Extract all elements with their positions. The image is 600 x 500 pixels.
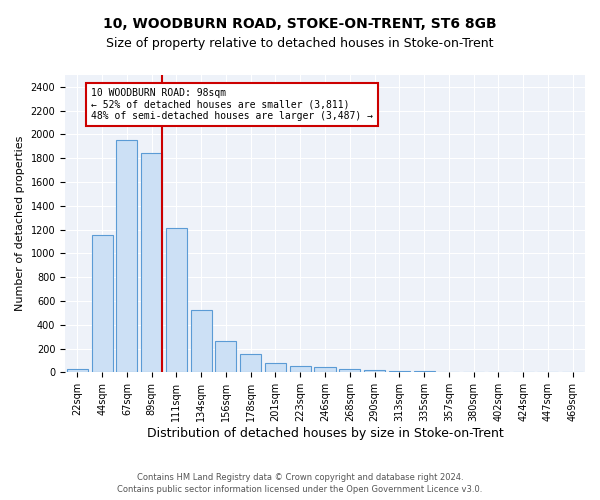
Text: Size of property relative to detached houses in Stoke-on-Trent: Size of property relative to detached ho… — [106, 38, 494, 51]
Bar — [215, 342, 236, 372]
Text: 10 WOODBURN ROAD: 98sqm
← 52% of detached houses are smaller (3,811)
48% of semi: 10 WOODBURN ROAD: 98sqm ← 52% of detache… — [91, 88, 373, 122]
Text: Contains public sector information licensed under the Open Government Licence v3: Contains public sector information licen… — [118, 485, 482, 494]
Text: 10, WOODBURN ROAD, STOKE-ON-TRENT, ST6 8GB: 10, WOODBURN ROAD, STOKE-ON-TRENT, ST6 8… — [103, 18, 497, 32]
Text: Contains HM Land Registry data © Crown copyright and database right 2024.: Contains HM Land Registry data © Crown c… — [137, 472, 463, 482]
Bar — [92, 235, 113, 372]
Bar — [290, 366, 311, 372]
Bar — [339, 370, 360, 372]
Bar — [141, 154, 162, 372]
Y-axis label: Number of detached properties: Number of detached properties — [15, 136, 25, 312]
Bar — [166, 228, 187, 372]
Bar — [240, 354, 261, 372]
Bar — [191, 310, 212, 372]
Bar — [265, 363, 286, 372]
Bar — [116, 140, 137, 372]
Bar — [389, 371, 410, 372]
Bar — [364, 370, 385, 372]
Bar — [67, 370, 88, 372]
Bar — [314, 368, 335, 372]
X-axis label: Distribution of detached houses by size in Stoke-on-Trent: Distribution of detached houses by size … — [146, 427, 503, 440]
